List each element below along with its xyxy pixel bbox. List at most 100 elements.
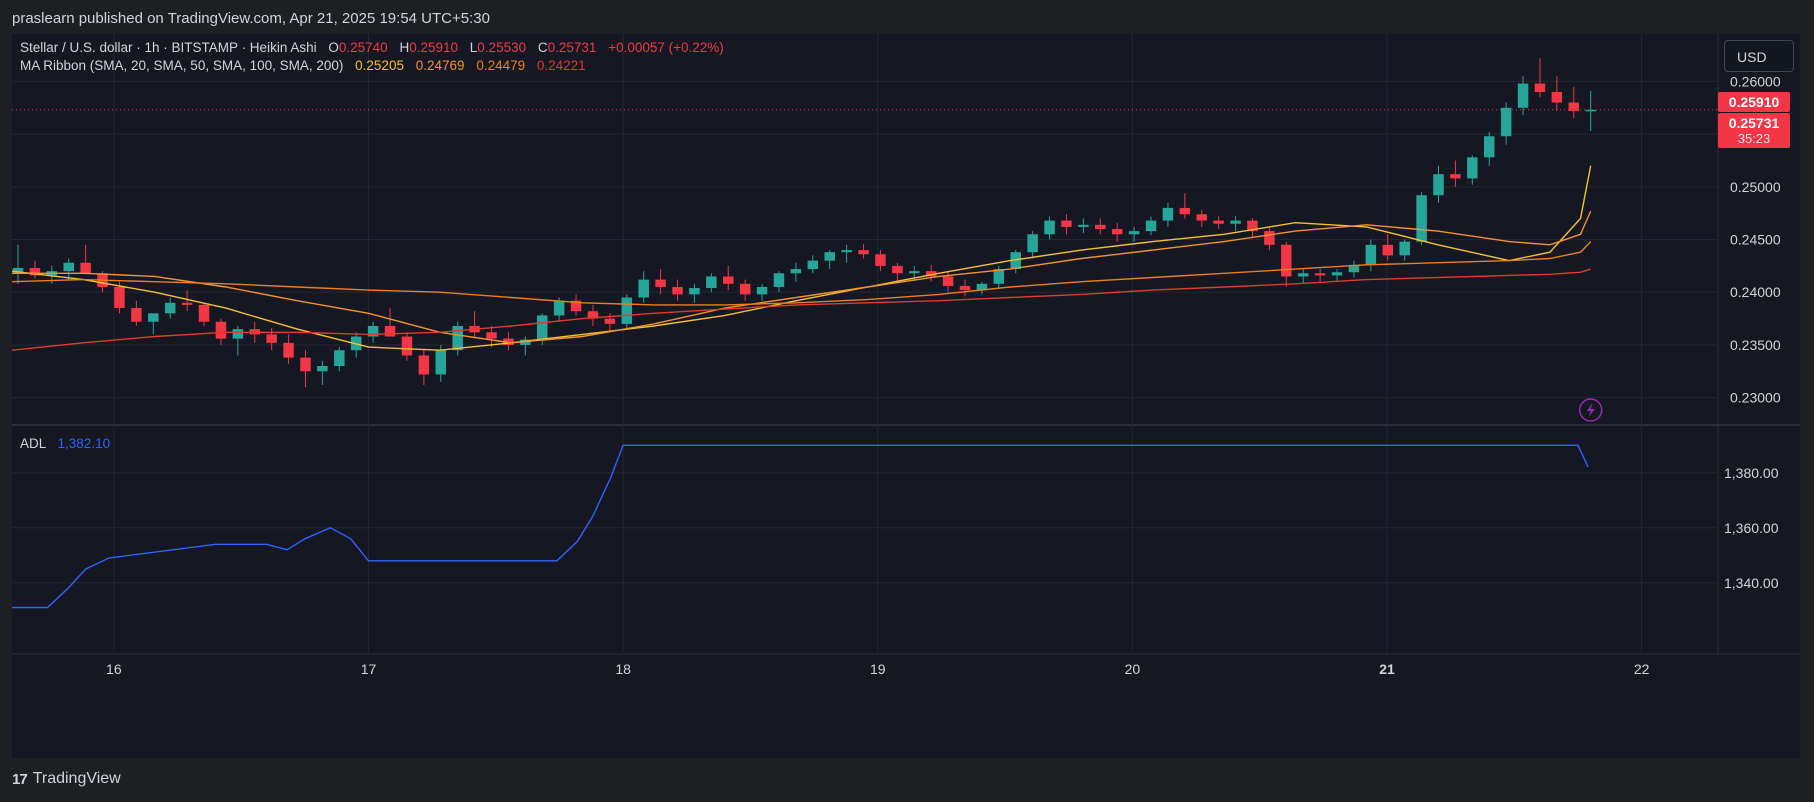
candle-body (266, 334, 277, 343)
candle-body (1078, 224, 1089, 227)
change-value: +0.00057 (+0.22%) (608, 40, 724, 55)
price-tick-label: 0.24500 (1730, 232, 1781, 248)
symbol-title: Stellar / U.S. dollar · 1h · BITSTAMP · … (20, 40, 317, 55)
candle-body (486, 332, 497, 339)
open-value: 0.25740 (338, 40, 388, 55)
time-tick-label: 16 (106, 661, 122, 677)
candle-body (1450, 174, 1461, 179)
adl-tick-label: 1,340.00 (1724, 575, 1779, 591)
candle-body (892, 265, 903, 274)
last-price-tag: 0.25731 35:23 (1718, 113, 1790, 148)
candle-body (1162, 207, 1174, 221)
candle-body (536, 315, 548, 340)
candle-body (1061, 220, 1072, 227)
candle-body (401, 336, 413, 356)
flash-alert-icon (1578, 398, 1603, 422)
candle-body (773, 273, 785, 287)
adl-tick-label: 1,360.00 (1724, 520, 1779, 536)
candle-body (858, 250, 869, 255)
candle-body (1568, 102, 1580, 111)
time-tick-label: 22 (1634, 661, 1650, 677)
last-price-value: 0.25731 (1728, 115, 1780, 131)
time-tick-label: 18 (615, 661, 631, 677)
high-value: 0.25910 (409, 40, 459, 55)
candle-body (232, 329, 244, 339)
candle-body (1179, 207, 1191, 215)
price-tick-label: 0.25000 (1730, 179, 1781, 195)
candle-body (63, 262, 74, 272)
price-tick-label: 0.26000 (1730, 73, 1781, 89)
ma-title: MA Ribbon (SMA, 20, SMA, 50, SMA, 100, S… (20, 58, 344, 73)
time-tick-label: 19 (870, 661, 886, 677)
candle-body (1027, 234, 1038, 253)
candle-body (942, 276, 954, 286)
footer-brand[interactable]: 17 TradingView (12, 770, 121, 788)
candle-body (114, 286, 125, 309)
sma200-line (12, 268, 1591, 351)
candle-body (452, 325, 463, 351)
high-price-tag: 0.25910 (1718, 92, 1790, 112)
sma50-line (12, 210, 1592, 344)
candle-body (1264, 231, 1275, 245)
candle-body (1348, 264, 1360, 273)
candle-body (1416, 195, 1427, 242)
candle-body (164, 302, 176, 314)
candle-body (756, 286, 768, 295)
candle-body (925, 271, 937, 277)
candle-body (1500, 107, 1512, 137)
adl-title: ADL (20, 436, 46, 451)
candle-body (672, 286, 683, 295)
lightning-icon (1586, 403, 1595, 417)
ma20-value: 0.25205 (355, 58, 404, 73)
candle-body (841, 250, 852, 253)
candle-body (1230, 220, 1241, 224)
candle-body (1297, 273, 1309, 277)
candle-body (1281, 244, 1292, 277)
currency-button[interactable]: USD (1724, 40, 1794, 72)
ma50-value: 0.24769 (415, 58, 465, 73)
candle-body (689, 288, 700, 295)
candle-body (1433, 174, 1444, 196)
candle-body (1044, 220, 1055, 235)
candle-body (317, 366, 328, 372)
candle-body (655, 279, 666, 287)
candle-body (739, 283, 751, 295)
chart-frame[interactable]: 0.23000 0.23500 0.24000 0.24500 0.25000 0.255… (12, 34, 1800, 758)
candle-body (993, 269, 1005, 284)
candle-body (638, 279, 649, 298)
candle-body (1517, 83, 1529, 108)
price-tick-label: 0.23500 (1730, 337, 1781, 353)
low-value: 0.25530 (477, 40, 527, 55)
candle-body (875, 254, 886, 266)
price-tick-label: 0.23000 (1730, 390, 1781, 406)
candle-body (1095, 224, 1106, 229)
candle-body (1382, 244, 1394, 256)
bar-countdown: 35:23 (1737, 131, 1771, 146)
candle-body (976, 283, 988, 291)
symbol-legend: Stellar / U.S. dollar · 1h · BITSTAMP · … (20, 40, 724, 55)
candle-body (807, 260, 819, 270)
candle-body (1145, 220, 1157, 232)
candle-body (824, 252, 835, 261)
candle-body (181, 302, 193, 305)
candle-body (29, 268, 41, 276)
candle-body (520, 339, 531, 345)
candle-body (1196, 214, 1207, 221)
candle-body (334, 350, 345, 367)
candle-body (604, 318, 616, 324)
price-tick-label: 0.24000 (1730, 284, 1781, 300)
sma100-line (12, 241, 1592, 306)
candle-body (384, 325, 396, 337)
candle-body (435, 350, 447, 375)
candle-body (1467, 157, 1478, 179)
ma100-value: 0.24479 (476, 58, 526, 73)
tradingview-logo-icon: 17 (12, 770, 28, 788)
candle-body (80, 262, 91, 274)
candle-body (1399, 241, 1410, 256)
chart-canvas[interactable]: 0.23000 0.23500 0.24000 0.24500 0.25000 0.255… (12, 34, 1800, 758)
time-tick-label: 20 (1125, 661, 1141, 677)
candle-body (723, 276, 734, 284)
candle-body (300, 357, 311, 372)
publisher-line: praslearn published on TradingView.com, … (12, 10, 490, 27)
candle-body (706, 276, 717, 289)
